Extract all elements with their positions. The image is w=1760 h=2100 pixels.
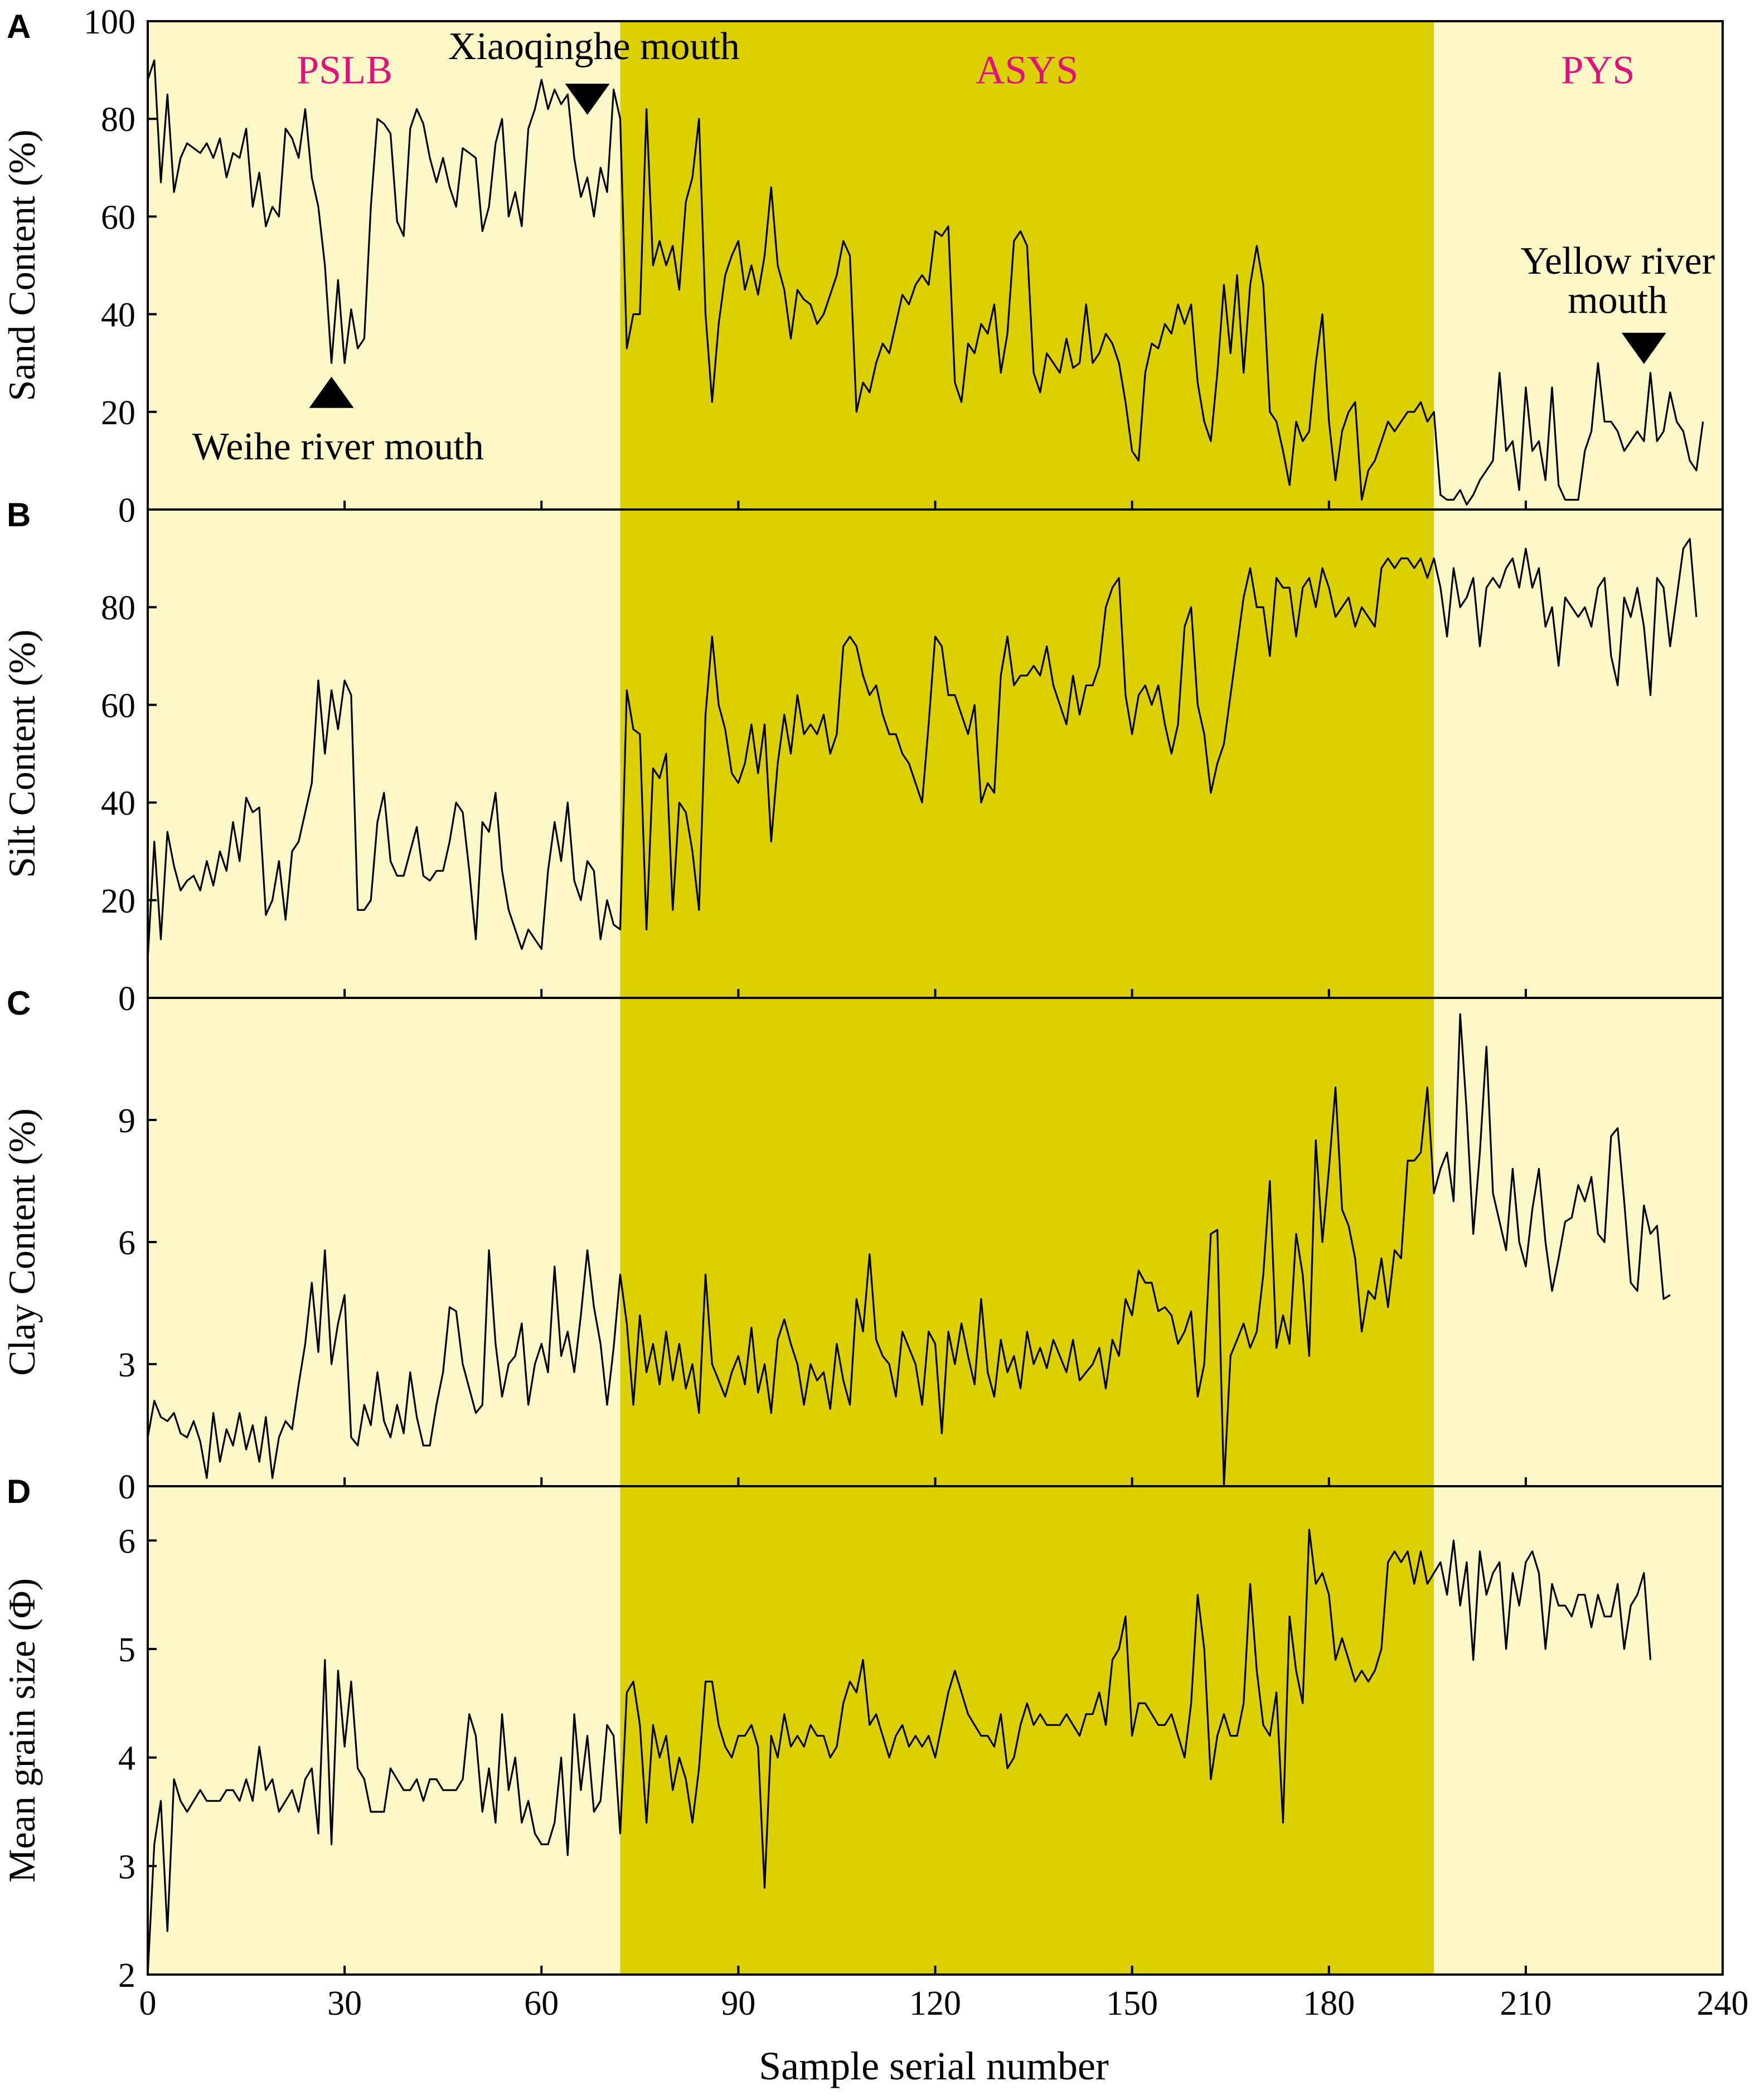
x-axis-label: Sample serial number — [759, 2044, 1109, 2088]
y-axis-label: Mean grain size (Φ) — [1, 1578, 43, 1883]
y-tick-label: 4 — [118, 1740, 135, 1778]
y-tick-label: 6 — [118, 1522, 135, 1560]
annotation-label: Xiaoqinghe mouth — [448, 25, 740, 68]
y-tick-label: 0 — [118, 492, 135, 530]
y-tick-label: 100 — [84, 3, 135, 41]
y-tick-label: 40 — [101, 785, 135, 823]
series-line-panel-c — [148, 1013, 1671, 1486]
x-tick-label: 90 — [721, 1985, 755, 2023]
panel-letter: A — [7, 8, 31, 45]
y-tick-label: 2 — [118, 1957, 135, 1995]
y-tick-label: 60 — [101, 198, 135, 236]
y-tick-label: 80 — [101, 589, 135, 627]
y-tick-label: 6 — [118, 1224, 135, 1262]
region-label-pys: PYS — [1561, 48, 1635, 93]
x-tick-label: 240 — [1697, 1985, 1749, 2023]
x-tick-label: 210 — [1500, 1985, 1551, 2023]
labels: Sand Content (%) A Silt Content (%) B Clay C… — [1, 8, 1715, 1883]
x-tick-label: 120 — [909, 1985, 961, 2023]
x-tick-label: 180 — [1303, 1985, 1355, 2023]
y-tick-label: 80 — [101, 101, 135, 139]
annotation-marker-down — [565, 84, 610, 115]
y-tick-label: 60 — [101, 687, 135, 725]
x-tick-label: 0 — [139, 1985, 157, 2023]
x-tick-label: 30 — [327, 1985, 362, 2023]
annotation-label: mouth — [1568, 279, 1667, 322]
series-line-panel-a — [148, 59, 1704, 506]
y-tick-label: 20 — [101, 882, 135, 920]
y-tick-label: 5 — [118, 1631, 135, 1669]
annotation-label: Weihe river mouth — [192, 425, 484, 468]
panel-letter: D — [7, 1473, 31, 1510]
panel-letter: B — [7, 496, 31, 534]
series-line-panel-b — [148, 537, 1698, 959]
y-tick-label: 0 — [118, 980, 135, 1018]
annotation-marker-up — [309, 376, 354, 408]
series-line-panel-d — [148, 1529, 1652, 1975]
y-axis-label: Clay Content (%) — [1, 1108, 43, 1376]
y-tick-label: 9 — [118, 1102, 135, 1140]
y-axis-label: Silt Content (%) — [1, 629, 43, 878]
annotation-marker-down — [1621, 332, 1666, 364]
region-label-pslb: PSLB — [297, 48, 392, 93]
y-axis-label: Sand Content (%) — [1, 129, 43, 401]
panel-letter: C — [7, 984, 31, 1022]
y-tick-label: 40 — [101, 297, 135, 334]
y-tick-label: 3 — [118, 1848, 135, 1886]
x-tick-label: 60 — [524, 1985, 559, 2023]
y-tick-label: 0 — [118, 1468, 135, 1506]
y-tick-label: 3 — [118, 1346, 135, 1384]
series-lines — [148, 59, 1704, 1975]
x-tick-label: 150 — [1106, 1985, 1158, 2023]
y-tick-label: 20 — [101, 394, 135, 432]
annotation-label: Yellow river — [1520, 240, 1715, 283]
region-label-asys: ASYS — [976, 48, 1078, 93]
